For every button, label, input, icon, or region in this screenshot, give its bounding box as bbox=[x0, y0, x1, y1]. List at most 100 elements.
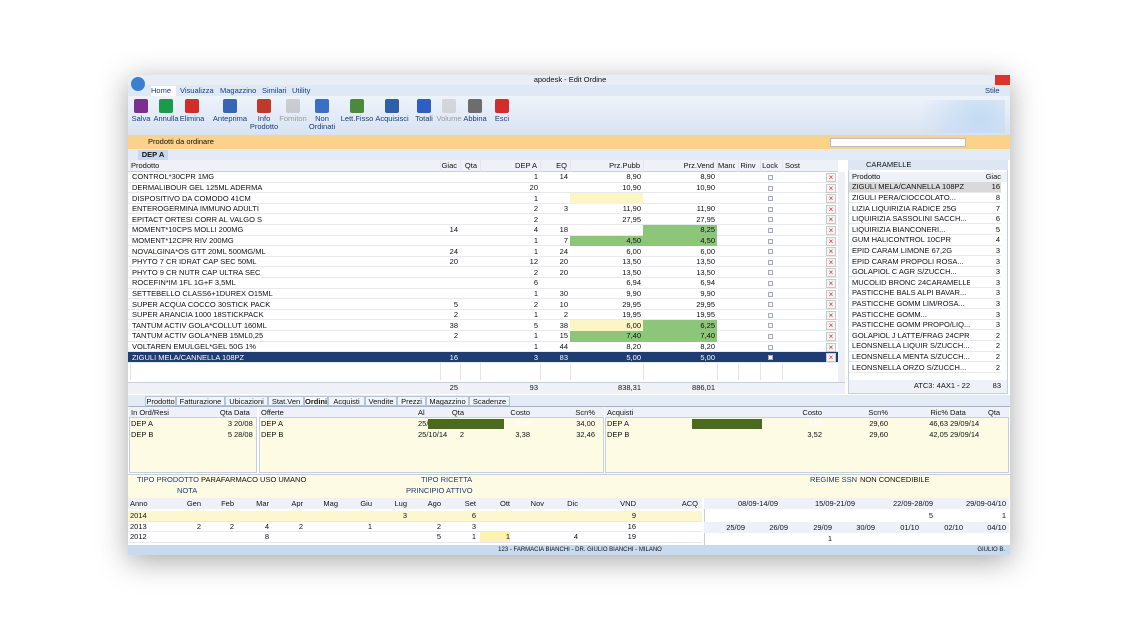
table-row[interactable] bbox=[128, 331, 838, 342]
toolbar-button[interactable]: Acquisisci bbox=[375, 115, 409, 123]
lock-checkbox[interactable] bbox=[768, 344, 773, 350]
similar-row[interactable] bbox=[849, 330, 1001, 341]
bottom-tab[interactable]: Prezzi bbox=[397, 396, 426, 406]
table-row[interactable] bbox=[128, 256, 838, 268]
table-row[interactable] bbox=[128, 309, 838, 321]
delete-button[interactable]: × bbox=[826, 194, 836, 204]
similar-row[interactable] bbox=[849, 298, 1001, 310]
table-row[interactable] bbox=[128, 225, 838, 236]
delete-button[interactable]: × bbox=[826, 289, 836, 299]
lock-checkbox[interactable] bbox=[768, 259, 773, 265]
toolbar-button[interactable]: Non Ordinati bbox=[308, 115, 336, 131]
delete-button[interactable]: × bbox=[826, 353, 836, 363]
similar-row[interactable] bbox=[849, 213, 1001, 225]
delete-button[interactable]: × bbox=[826, 247, 836, 257]
table-row[interactable] bbox=[128, 203, 838, 215]
similar-row[interactable] bbox=[849, 351, 1001, 363]
bottom-tab[interactable]: Vendite bbox=[365, 396, 397, 406]
similar-row[interactable] bbox=[849, 277, 1001, 288]
table-row[interactable] bbox=[128, 246, 838, 257]
table-row[interactable] bbox=[128, 267, 838, 278]
toolbar-button[interactable]: Volume bbox=[436, 115, 462, 123]
similar-row[interactable] bbox=[849, 341, 1001, 352]
delete-button[interactable]: × bbox=[826, 204, 836, 214]
lock-checkbox[interactable] bbox=[768, 249, 773, 255]
toolbar-button[interactable]: Abbina bbox=[463, 115, 487, 123]
similar-row[interactable] bbox=[849, 309, 1001, 320]
lock-checkbox[interactable] bbox=[768, 196, 773, 202]
delete-button[interactable]: × bbox=[826, 226, 836, 235]
menu-item[interactable]: Utility bbox=[292, 86, 311, 95]
delete-button[interactable]: × bbox=[826, 332, 836, 341]
tab[interactable]: DEP A bbox=[138, 150, 168, 160]
lock-checkbox[interactable] bbox=[768, 175, 773, 180]
similar-row[interactable] bbox=[849, 256, 1001, 267]
table-row[interactable] bbox=[128, 288, 838, 300]
toolbar-button[interactable]: Annulla bbox=[153, 115, 179, 123]
bottom-tab[interactable]: Fatturazione bbox=[176, 396, 225, 406]
table-row[interactable] bbox=[128, 214, 838, 225]
lock-checkbox[interactable] bbox=[768, 302, 773, 308]
delete-button[interactable]: × bbox=[826, 342, 836, 352]
delete-button[interactable]: × bbox=[826, 279, 836, 288]
bottom-tab[interactable]: Ubicazioni bbox=[225, 396, 268, 406]
menu-item[interactable]: Similari bbox=[262, 86, 287, 95]
delete-button[interactable]: × bbox=[826, 300, 836, 310]
menu-item[interactable]: Visualizza bbox=[180, 86, 214, 95]
lock-checkbox[interactable] bbox=[768, 185, 773, 191]
toolbar-button[interactable]: Totali bbox=[415, 115, 433, 123]
lock-checkbox[interactable] bbox=[768, 270, 773, 276]
toolbar-button[interactable]: Esci bbox=[494, 115, 510, 123]
delete-button[interactable]: × bbox=[826, 173, 836, 182]
delete-button[interactable]: × bbox=[826, 310, 836, 320]
menu-item[interactable]: Home bbox=[151, 86, 176, 96]
table-row[interactable] bbox=[128, 235, 838, 247]
similar-row[interactable] bbox=[849, 362, 1001, 373]
delete-button[interactable]: × bbox=[826, 183, 836, 193]
delete-button[interactable]: × bbox=[826, 321, 836, 331]
similar-row[interactable] bbox=[849, 266, 1001, 278]
toolbar-button[interactable]: Salva bbox=[131, 115, 151, 123]
lock-checkbox[interactable] bbox=[768, 334, 773, 339]
delete-button[interactable]: × bbox=[826, 236, 836, 246]
table-row[interactable] bbox=[128, 352, 838, 363]
lock-checkbox[interactable] bbox=[768, 355, 773, 361]
bottom-tab[interactable]: Prodotto bbox=[145, 396, 176, 406]
similar-row[interactable] bbox=[849, 192, 1001, 204]
similar-row[interactable] bbox=[849, 203, 1001, 214]
toolbar-button[interactable]: Info Prodotto bbox=[249, 115, 279, 131]
lock-checkbox[interactable] bbox=[768, 217, 773, 223]
table-row[interactable] bbox=[128, 299, 838, 310]
similar-row[interactable] bbox=[849, 235, 1001, 246]
table-row[interactable] bbox=[128, 278, 838, 289]
style-menu[interactable]: Stile bbox=[985, 86, 1000, 95]
close-button[interactable] bbox=[995, 75, 1010, 85]
similar-row[interactable] bbox=[849, 224, 1001, 235]
table-row[interactable] bbox=[128, 320, 838, 331]
lock-checkbox[interactable] bbox=[768, 291, 773, 297]
toolbar-button[interactable]: Lett.Fisso bbox=[340, 115, 374, 123]
lock-checkbox[interactable] bbox=[768, 312, 773, 318]
bottom-tab[interactable]: Acquisti bbox=[328, 396, 365, 406]
toolbar-button[interactable]: Anteprima bbox=[212, 115, 248, 123]
lock-checkbox[interactable] bbox=[768, 238, 773, 244]
delete-button[interactable]: × bbox=[826, 215, 836, 225]
toolbar-button[interactable]: Fornitori bbox=[279, 115, 307, 123]
table-row[interactable] bbox=[128, 182, 838, 194]
lock-checkbox[interactable] bbox=[768, 228, 773, 233]
menu-item[interactable]: Magazzino bbox=[220, 86, 257, 95]
delete-button[interactable]: × bbox=[826, 268, 836, 278]
bottom-tab[interactable]: Scadenze bbox=[469, 396, 510, 406]
search-field[interactable] bbox=[830, 138, 966, 147]
bottom-tab[interactable]: Ordini bbox=[304, 396, 328, 406]
similar-row[interactable] bbox=[849, 182, 1001, 193]
similar-row[interactable] bbox=[849, 288, 1001, 299]
lock-checkbox[interactable] bbox=[768, 281, 773, 286]
bottom-tab[interactable]: Magazzino bbox=[426, 396, 469, 406]
similar-row[interactable] bbox=[849, 319, 1001, 331]
delete-button[interactable]: × bbox=[826, 257, 836, 267]
lock-checkbox[interactable] bbox=[768, 206, 773, 212]
table-row[interactable] bbox=[128, 193, 838, 204]
table-row[interactable] bbox=[128, 172, 838, 183]
lock-checkbox[interactable] bbox=[768, 323, 773, 329]
